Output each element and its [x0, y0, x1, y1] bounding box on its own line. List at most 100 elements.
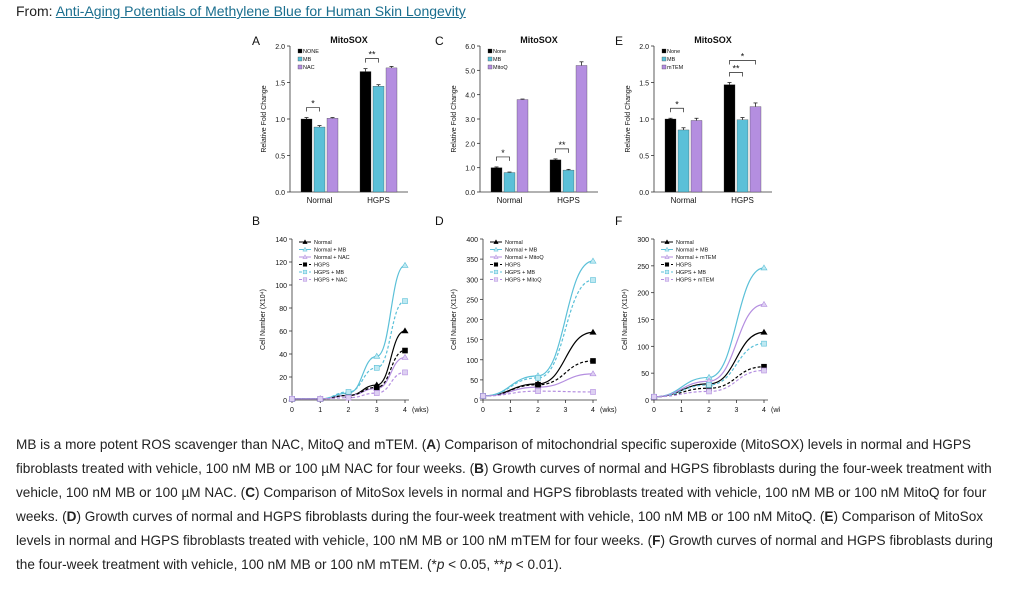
y-tick-label: 0.0 — [465, 190, 475, 197]
caption-segment: ) Growth curves of normal and HGPS fibro… — [76, 509, 825, 524]
series-line — [653, 267, 765, 398]
y-tick-label: 300 — [637, 237, 649, 244]
data-point — [480, 393, 486, 399]
data-point — [589, 370, 597, 377]
y-tick-label: 0.0 — [639, 190, 649, 197]
data-point — [535, 375, 541, 381]
bar — [359, 71, 372, 193]
bar — [313, 126, 326, 193]
bar — [326, 118, 339, 193]
x-axis-label: (wks) — [771, 407, 780, 414]
data-point — [317, 396, 324, 402]
y-tick-label: 2.0 — [465, 141, 475, 148]
y-tick-label: 1.0 — [275, 117, 285, 124]
y-tick-label: 100 — [275, 283, 287, 290]
bar-panel-C: C MitoSOX 0.0 1.0 2.0 3.0 4.0 5.0 6.0 Relative Fo… — [435, 34, 598, 205]
x-tick-label: 0 — [481, 407, 485, 414]
y-tick-label: 0 — [474, 398, 478, 405]
bar — [723, 84, 736, 193]
y-tick-label: 2.0 — [275, 44, 285, 51]
caption-segment: ) Growth curves of normal and HGPS fibro… — [16, 461, 992, 500]
legend-label: None — [493, 49, 506, 55]
y-tick-label: 300 — [466, 277, 478, 284]
y-tick-label: 50 — [641, 371, 649, 378]
y-tick-label: 20 — [279, 375, 287, 382]
legend-label: HGPS + MB — [314, 270, 344, 276]
caption-segment: ) Comparison of MitoSox levels in normal… — [16, 485, 987, 524]
data-point — [535, 381, 541, 388]
chart-title: MitoSOX — [330, 35, 368, 45]
y-axis-label: Relative Fold Change — [625, 85, 632, 152]
legend-label: MB — [667, 57, 676, 63]
line-panel-B: B 0 20 40 60 80 100 120 140 0 1 2 3 4 (wks) Cell Number… — [252, 214, 429, 414]
legend-label: Normal + MB — [314, 248, 347, 254]
significance-bracket — [670, 107, 684, 113]
y-tick-label: 0 — [645, 398, 649, 405]
legend-label: mTEM — [667, 65, 684, 71]
legend-swatch — [297, 48, 303, 54]
caption-segment: ) Comparison of MitoSox levels in normal… — [16, 509, 984, 548]
significance-label: * — [675, 99, 679, 109]
caption-segment: ) Growth curves of normal and HGPS fibro… — [16, 533, 993, 572]
x-tick-label: 0 — [652, 407, 656, 414]
bar — [549, 159, 562, 193]
caption-segment: E — [824, 509, 834, 524]
legend-marker — [493, 246, 499, 252]
article-link[interactable]: Anti-Aging Potentials of Methylene Blue … — [55, 3, 466, 19]
significance-bracket — [306, 107, 320, 112]
y-tick-label: 200 — [466, 318, 478, 325]
data-point — [289, 396, 295, 402]
panel-letter: D — [435, 214, 444, 228]
y-tick-label: 100 — [637, 344, 649, 351]
legend-marker — [493, 277, 499, 282]
legend-marker — [302, 262, 308, 267]
bar — [385, 67, 398, 193]
y-tick-label: 5.0 — [465, 68, 475, 75]
bar-panel-E: E MitoSOX 0.0 0.5 1.0 1.5 2.0 Relative Fold Cha… — [615, 34, 772, 205]
chart-title: MitoSOX — [520, 35, 558, 45]
figure-panels: A MitoSOX 0.0 0.5 1.0 1.5 2.0 Relative Fold Cha… — [252, 34, 780, 414]
data-point — [373, 352, 381, 359]
x-axis-label: (wks) — [412, 407, 429, 414]
legend-marker — [493, 262, 499, 267]
legend-marker — [664, 246, 670, 252]
caption-segment: C — [245, 485, 256, 500]
panel-letter: C — [435, 34, 444, 48]
legend-swatch — [487, 48, 493, 54]
bar — [562, 169, 575, 193]
x-tick-label: HGPS — [557, 196, 580, 205]
data-point — [760, 328, 768, 335]
y-tick-label: 0.0 — [275, 190, 285, 197]
y-tick-label: 250 — [466, 297, 478, 304]
y-tick-label: 200 — [637, 291, 649, 298]
legend-label: Normal + MB — [505, 248, 538, 254]
data-point — [651, 393, 657, 400]
significance-bracket — [729, 72, 743, 77]
y-tick-label: 50 — [470, 378, 478, 385]
caption-segment: p — [504, 557, 513, 572]
panel-letter: A — [252, 34, 260, 48]
legend-label: HGPS — [505, 263, 521, 269]
y-tick-label: 0.5 — [639, 154, 649, 161]
legend-marker — [493, 239, 499, 244]
significance-label: * — [311, 99, 315, 109]
legend-label: MitoQ — [493, 65, 508, 71]
y-tick-label: 3.0 — [465, 117, 475, 124]
data-point — [590, 358, 596, 364]
data-point — [706, 388, 712, 395]
y-tick-label: 6.0 — [465, 44, 475, 51]
legend-label: HGPS + MitoQ — [505, 278, 542, 284]
data-point — [402, 298, 408, 304]
significance-label: ** — [368, 50, 376, 60]
series-line — [482, 279, 594, 397]
panel-letter: F — [615, 214, 622, 228]
legend-label: HGPS + mTEM — [676, 278, 714, 284]
series-line — [653, 303, 765, 398]
y-tick-label: 2.0 — [639, 44, 649, 51]
legend-marker — [664, 269, 670, 275]
line-panel-F: F 0 50 100 150 200 250 300 0 1 2 3 4 (wks) Cell Number… — [615, 214, 780, 414]
data-point — [402, 369, 408, 376]
caption-segment: < 0.05, ** — [444, 557, 505, 572]
data-point — [401, 261, 409, 268]
legend-marker — [302, 254, 308, 259]
